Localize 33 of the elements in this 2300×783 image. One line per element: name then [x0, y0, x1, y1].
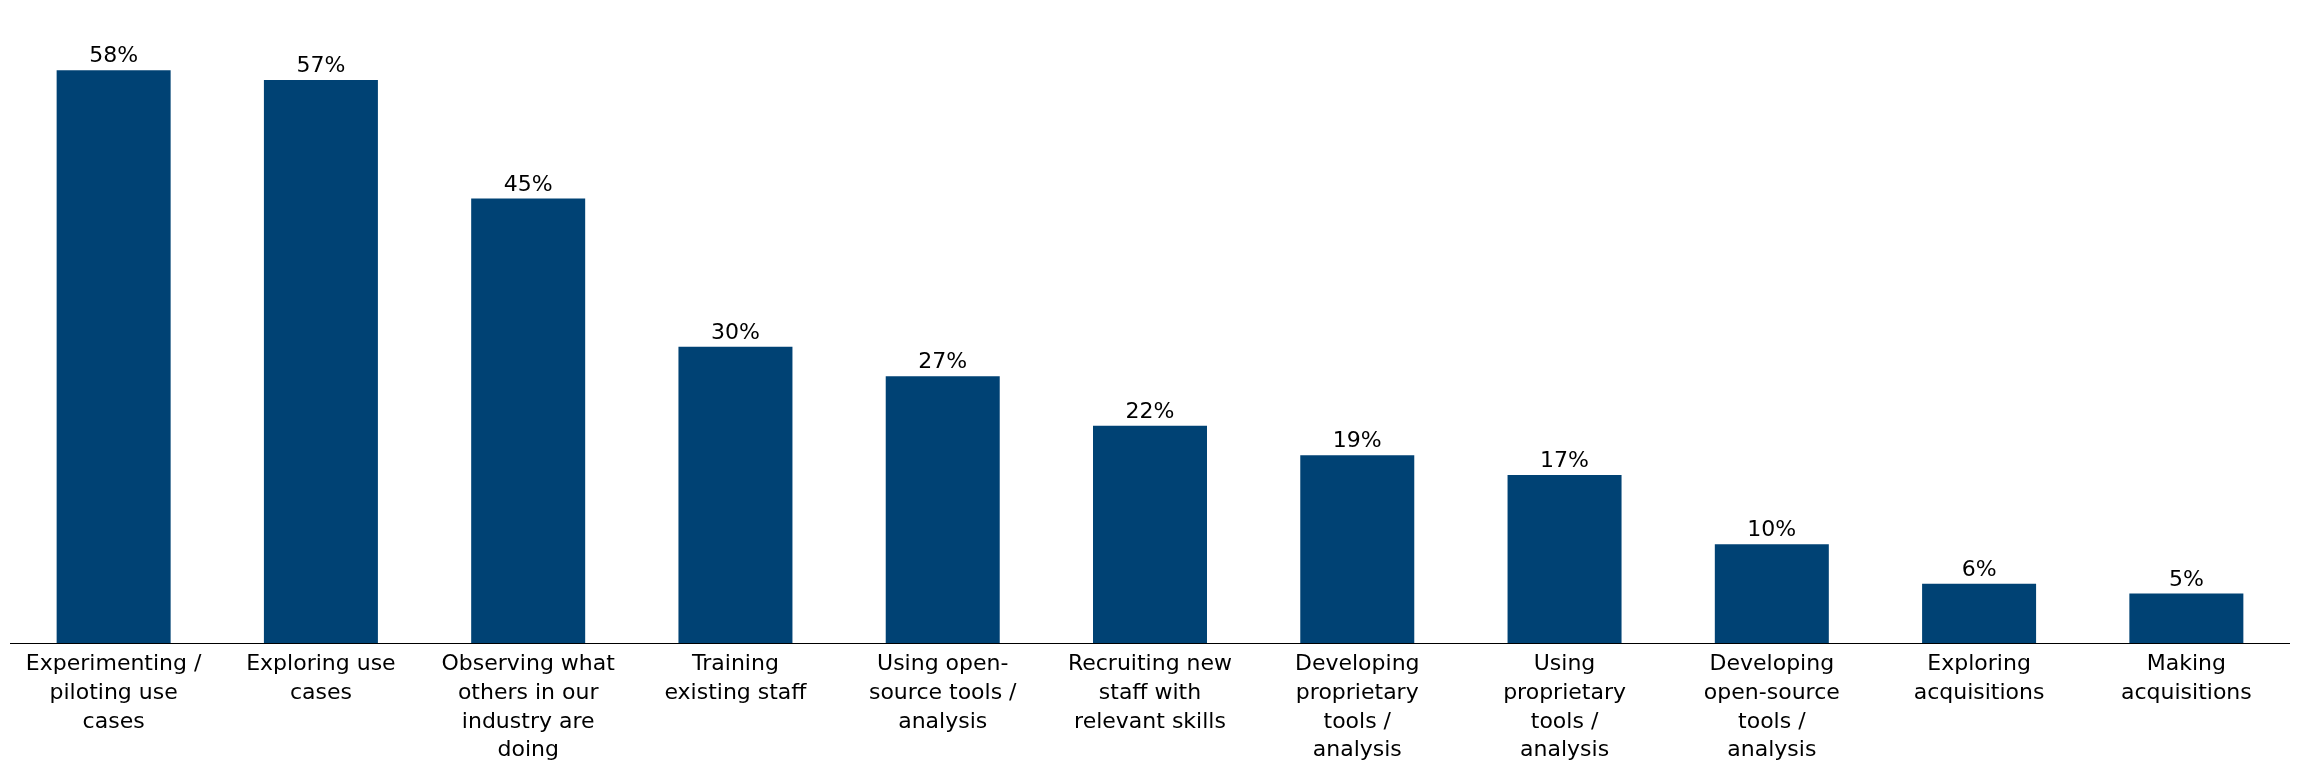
bar — [678, 346, 793, 643]
bar — [885, 376, 1000, 643]
data-label: 45% — [503, 170, 553, 196]
data-label: 6% — [1961, 555, 1997, 581]
data-label: 58% — [89, 42, 139, 68]
x-tick-label: Exploring use cases — [246, 650, 396, 704]
x-tick-label: Making acquisitions — [2120, 650, 2252, 704]
bar — [2129, 593, 2244, 643]
bar — [471, 198, 586, 643]
bar — [1300, 455, 1415, 643]
bar — [56, 70, 171, 643]
data-label: 17% — [1540, 447, 1589, 473]
data-label: 27% — [918, 348, 968, 374]
x-tick-label: Using proprietary tools / analysis — [1503, 650, 1626, 762]
x-tick-label: Recruiting new staff with relevant skills — [1067, 650, 1233, 733]
bar — [1507, 475, 1622, 643]
data-label: 22% — [1125, 397, 1175, 423]
x-tick-label: Observing what others in our industry are doing — [441, 650, 616, 762]
x-tick-label: Training existing staff — [664, 650, 808, 704]
bar — [263, 80, 378, 643]
data-label: 10% — [1747, 516, 1797, 542]
bar — [1093, 425, 1207, 643]
x-tick-label: Developing open-source tools / analysis — [1703, 650, 1840, 762]
x-tick-label: Experimenting / piloting use cases — [25, 650, 202, 733]
data-label: 5% — [2168, 565, 2204, 591]
bar — [1714, 544, 1829, 643]
bar — [1922, 583, 2037, 643]
data-label: 57% — [296, 52, 346, 78]
data-label: 30% — [711, 318, 760, 344]
x-tick-label: Using open-source tools / analysis — [868, 650, 1018, 733]
x-tick-label: Exploring acquisitions — [1913, 650, 2045, 704]
x-tick-label: Developing proprietary tools / analysis — [1294, 650, 1420, 762]
data-label: 19% — [1332, 427, 1382, 453]
